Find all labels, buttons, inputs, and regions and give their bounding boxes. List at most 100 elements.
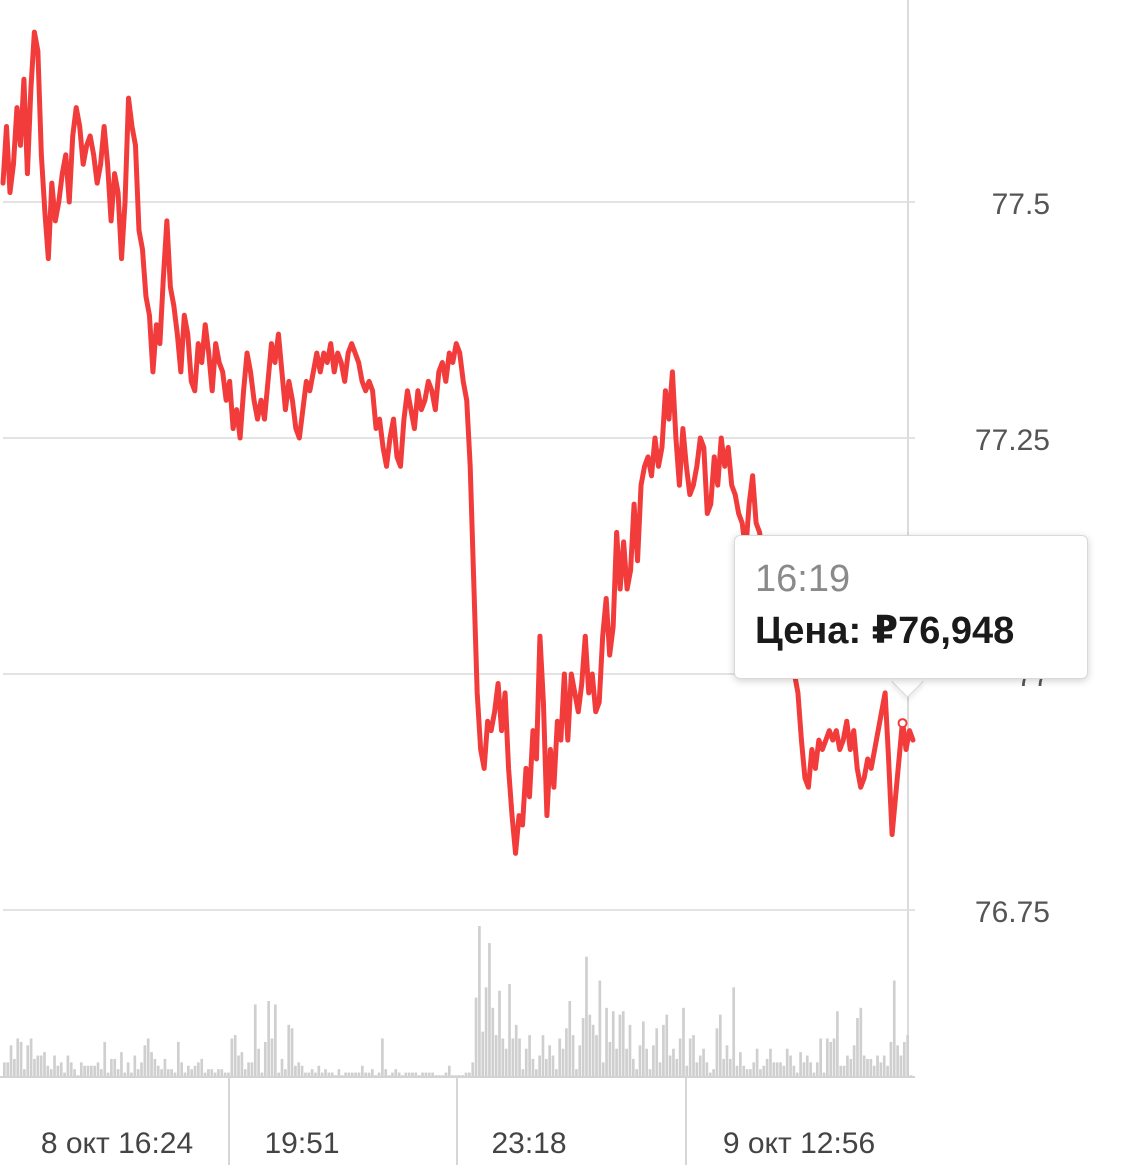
volume-bar [504, 1048, 508, 1076]
volume-bar [26, 1045, 30, 1076]
volume-bar [280, 1058, 284, 1076]
volume-bar [749, 1069, 752, 1076]
volume-bar [427, 1072, 431, 1076]
volume-bar [869, 1058, 873, 1076]
volume-bar [461, 1075, 465, 1076]
volume-bar [779, 1062, 782, 1076]
volume-bar [237, 1055, 240, 1076]
volume-bar [314, 1072, 317, 1076]
volume-bar [96, 1062, 100, 1076]
volume-bar [752, 1062, 756, 1076]
volume-bar [799, 1052, 802, 1076]
volume-bar [471, 1062, 475, 1076]
volume-bar [595, 1035, 598, 1076]
volume-bar [304, 1072, 307, 1076]
volume-bar [842, 1065, 846, 1076]
volume-bar [755, 1048, 759, 1076]
volume-bar [210, 1069, 214, 1076]
volume-bar [571, 1035, 575, 1076]
volume-bar [297, 1062, 301, 1076]
volume-bar [665, 1014, 669, 1076]
volume-bar [638, 1045, 642, 1076]
volume-bar [551, 1055, 555, 1076]
volume-bar [819, 1038, 822, 1076]
volume-bar [59, 1062, 63, 1076]
volume-bar [856, 1018, 859, 1076]
volume-bar [290, 1028, 294, 1076]
volume-bar [217, 1069, 220, 1076]
volume-bar [170, 1069, 173, 1076]
volume-bar [66, 1055, 70, 1076]
volume-bar [33, 1058, 36, 1076]
volume-bar [220, 1069, 224, 1076]
volume-bar [431, 1072, 434, 1076]
volume-bar [79, 1062, 83, 1076]
price-tooltip: 16:19 Цена: ₽76,948 [734, 535, 1088, 679]
volume-bar [76, 1075, 80, 1076]
volume-bar [354, 1072, 357, 1076]
volume-bar [116, 1069, 120, 1076]
volume-bar [146, 1038, 150, 1076]
volume-bar [287, 1024, 291, 1076]
volume-bar [872, 1065, 876, 1076]
volume-bar [83, 1065, 86, 1076]
volume-bar [166, 1069, 170, 1076]
volume-bar [698, 1055, 702, 1076]
volume-bar [230, 1038, 234, 1076]
volume-bar [360, 1065, 364, 1076]
volume-bar [678, 1038, 682, 1076]
volume-bar [73, 1069, 76, 1076]
volume-bar [133, 1055, 137, 1076]
volume-bar [521, 1069, 525, 1076]
volume-bar [615, 1048, 618, 1076]
volume-bar [732, 987, 736, 1076]
volume-bar [203, 1072, 207, 1076]
volume-bar [284, 1069, 287, 1076]
volume-bar [86, 1065, 90, 1076]
volume-bar [451, 1075, 454, 1076]
volume-bar [253, 1004, 257, 1076]
volume-bar [89, 1065, 93, 1076]
volume-bar [876, 1055, 879, 1076]
volume-bar [424, 1072, 428, 1076]
tooltip-time: 16:19 [755, 558, 851, 600]
volume-bar [739, 1052, 742, 1076]
volume-bar [591, 1024, 595, 1076]
volume-bar [886, 1065, 889, 1076]
volume-bar [200, 1058, 204, 1076]
volume-bar [906, 1035, 909, 1076]
volume-bar [494, 1035, 498, 1076]
volume-bar [508, 983, 511, 1076]
volume-bar [49, 1069, 53, 1076]
volume-bar [320, 1072, 324, 1076]
volume-bar [631, 1058, 635, 1076]
volume-bar [802, 1062, 806, 1076]
volume-bar [100, 1069, 103, 1076]
volume-bar [745, 1069, 749, 1076]
volume-bar [575, 1069, 578, 1076]
volume-bar [862, 1055, 866, 1076]
volume-bar [317, 1065, 321, 1076]
volume-bar [809, 1062, 812, 1076]
volume-bar [524, 1048, 528, 1076]
volume-bar [601, 1062, 605, 1076]
volume-bar [9, 1045, 13, 1076]
volume-bar [330, 1072, 334, 1076]
volume-bar [468, 1072, 471, 1076]
volume-bar [56, 1065, 60, 1076]
volume-bar [765, 1058, 769, 1076]
volume-bar [126, 1062, 130, 1076]
volume-bar [441, 1075, 444, 1076]
volume-bar [561, 1048, 565, 1076]
volume-bar [227, 1072, 230, 1076]
volume-bar [481, 1031, 485, 1076]
volume-bar [815, 1062, 819, 1076]
x-tick-label: 19:51 [264, 1127, 339, 1160]
x-tick-label: 9 окт 12:56 [723, 1127, 875, 1160]
volume-bar [327, 1072, 331, 1076]
volume-bar [106, 1072, 110, 1076]
volume-bar [334, 1075, 337, 1076]
volume-bar [381, 1038, 384, 1076]
volume-bar [899, 1055, 903, 1076]
volume-bar [846, 1055, 849, 1076]
